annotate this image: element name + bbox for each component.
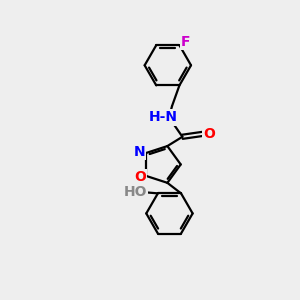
Text: N: N bbox=[134, 145, 145, 159]
Text: O: O bbox=[134, 170, 146, 184]
Text: F: F bbox=[181, 35, 191, 49]
Text: H-N: H-N bbox=[149, 110, 178, 124]
Text: HO: HO bbox=[124, 185, 147, 199]
Text: O: O bbox=[203, 127, 215, 141]
